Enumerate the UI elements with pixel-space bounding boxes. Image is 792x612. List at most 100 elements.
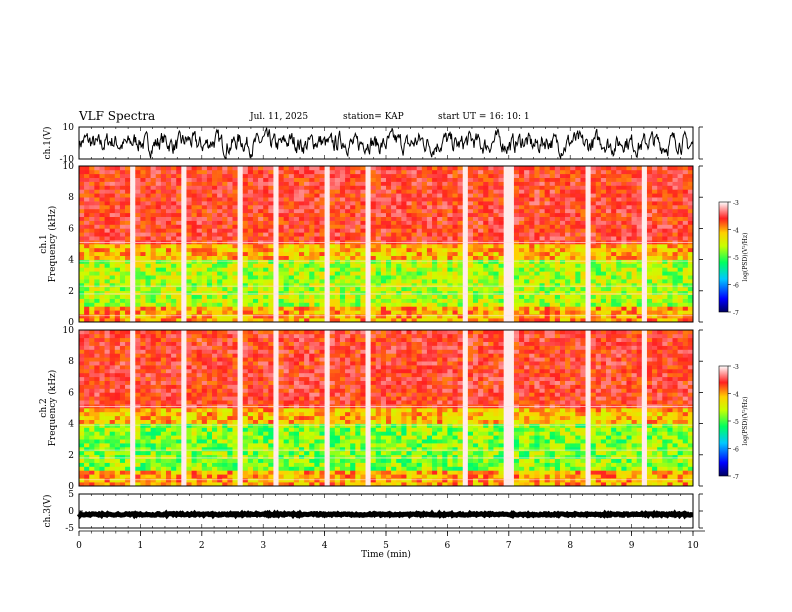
spectrogram-cell — [171, 166, 177, 171]
spectrogram-cell — [652, 306, 658, 311]
spectrogram-cell — [646, 189, 653, 194]
spectrogram-cell — [288, 173, 295, 178]
spectrogram-cell — [375, 228, 382, 233]
spectrogram-cell — [165, 279, 172, 284]
spectrogram-cell — [288, 290, 295, 295]
spectrogram-cell — [667, 310, 673, 315]
spectrogram-cell — [406, 228, 412, 233]
spectrogram-cell — [503, 236, 510, 241]
spectrogram-cell — [575, 228, 581, 233]
spectrogram-cell — [273, 177, 279, 182]
spectrogram-cell — [329, 189, 336, 194]
spectrogram-cell — [626, 197, 632, 202]
spectrogram-cell — [452, 283, 458, 288]
spectrogram-cell — [396, 212, 402, 217]
spectrogram-cell — [508, 279, 515, 284]
spectrogram-cell — [350, 318, 356, 323]
spectrogram-cell — [544, 283, 551, 288]
spectrogram-cell — [278, 286, 284, 292]
spectrogram-cell — [119, 247, 126, 253]
spectrogram-cell — [217, 310, 223, 315]
spectrogram-cell — [293, 251, 300, 256]
spectrogram-cell — [160, 255, 167, 260]
spectrogram-cell — [299, 263, 305, 268]
spectrogram-cell — [319, 310, 325, 315]
spectrogram-cell — [457, 166, 464, 171]
spectrogram-cell — [258, 220, 264, 225]
spectrogram-cell — [667, 224, 673, 229]
spectrogram-cell — [135, 236, 141, 241]
spectrogram-cell — [672, 251, 678, 256]
spectrogram-cell — [252, 189, 259, 194]
spectrogram-cell — [657, 267, 663, 272]
spectrogram-cell — [590, 181, 597, 186]
spectrogram-cell — [227, 212, 233, 217]
spectrogram-cell — [258, 259, 264, 264]
spectrogram-cell — [135, 283, 141, 288]
spectrogram-cell — [283, 267, 290, 272]
spectrogram-cell — [631, 294, 638, 299]
spectrogram-cell — [237, 310, 244, 315]
spectrogram-cell — [549, 244, 556, 249]
spectrogram-cell — [145, 259, 151, 264]
spectrogram-cell — [304, 236, 310, 241]
spectrogram-cell — [595, 306, 602, 311]
spectrogram-cell — [314, 228, 320, 233]
spectrogram-cell — [304, 197, 310, 202]
spectrogram-cell — [554, 166, 561, 171]
spectrogram-cell — [426, 318, 433, 323]
spectrogram-cell — [437, 283, 443, 288]
spectrogram-cell — [242, 275, 249, 280]
spectrogram-cell — [324, 228, 331, 233]
spectrogram-cell — [616, 306, 622, 311]
spectrogram-cell — [222, 251, 228, 256]
spectrogram-cell — [554, 251, 561, 256]
spectrogram-cell — [483, 216, 489, 221]
spectrogram-cell — [442, 314, 448, 319]
spectrogram-cell — [109, 236, 116, 241]
spectrogram-cell — [672, 205, 678, 210]
spectrogram-cell — [104, 310, 110, 315]
spectrogram-cell — [590, 263, 597, 268]
spectrogram-cell — [309, 173, 315, 178]
spectrogram-cell — [488, 259, 494, 264]
spectrogram-cell — [309, 220, 315, 225]
spectrogram-cell — [621, 247, 627, 253]
spectrogram-cell — [636, 166, 643, 171]
spectrogram-cell — [155, 166, 162, 171]
spectrogram-cell — [232, 314, 238, 319]
spectrogram-cell — [549, 208, 556, 214]
spectrogram-cell — [636, 228, 643, 233]
spectrogram-cell — [467, 271, 474, 276]
spectrogram-cell — [611, 294, 617, 299]
spectrogram-cell — [595, 251, 602, 256]
spectrogram-cell — [268, 310, 274, 315]
spectrogram-cell — [606, 267, 612, 272]
spectrogram-cell — [135, 244, 141, 249]
spectrogram-cell — [345, 169, 351, 175]
spectrogram-cell — [411, 236, 417, 241]
spectrogram-cell — [375, 205, 382, 210]
spectrogram-cell — [165, 318, 172, 323]
spectrogram-cell — [457, 216, 464, 221]
spectrogram-cell — [304, 228, 310, 233]
spectrogram-cell — [626, 302, 632, 307]
spectrogram-cell — [206, 216, 213, 221]
spectrogram-cell — [570, 232, 576, 237]
spectrogram-cell — [237, 251, 244, 256]
spectrogram-cell — [89, 244, 95, 249]
spectrogram-cell — [513, 232, 520, 237]
spectrogram-cell — [84, 166, 90, 171]
spectrogram-cell — [140, 275, 146, 280]
spectrogram-cell — [662, 166, 668, 171]
spectrogram-cell — [345, 197, 351, 202]
spectrogram-cell — [212, 236, 218, 241]
spectrogram-cell — [483, 166, 489, 171]
spectrogram-cell — [467, 259, 474, 264]
spectrogram-cell — [488, 224, 494, 229]
spectrogram-cell — [263, 251, 269, 256]
spectrogram-cell — [242, 224, 249, 229]
spectrogram-cell — [432, 185, 438, 190]
spectrogram-cell — [334, 267, 341, 272]
spectrogram-cell — [585, 224, 591, 229]
